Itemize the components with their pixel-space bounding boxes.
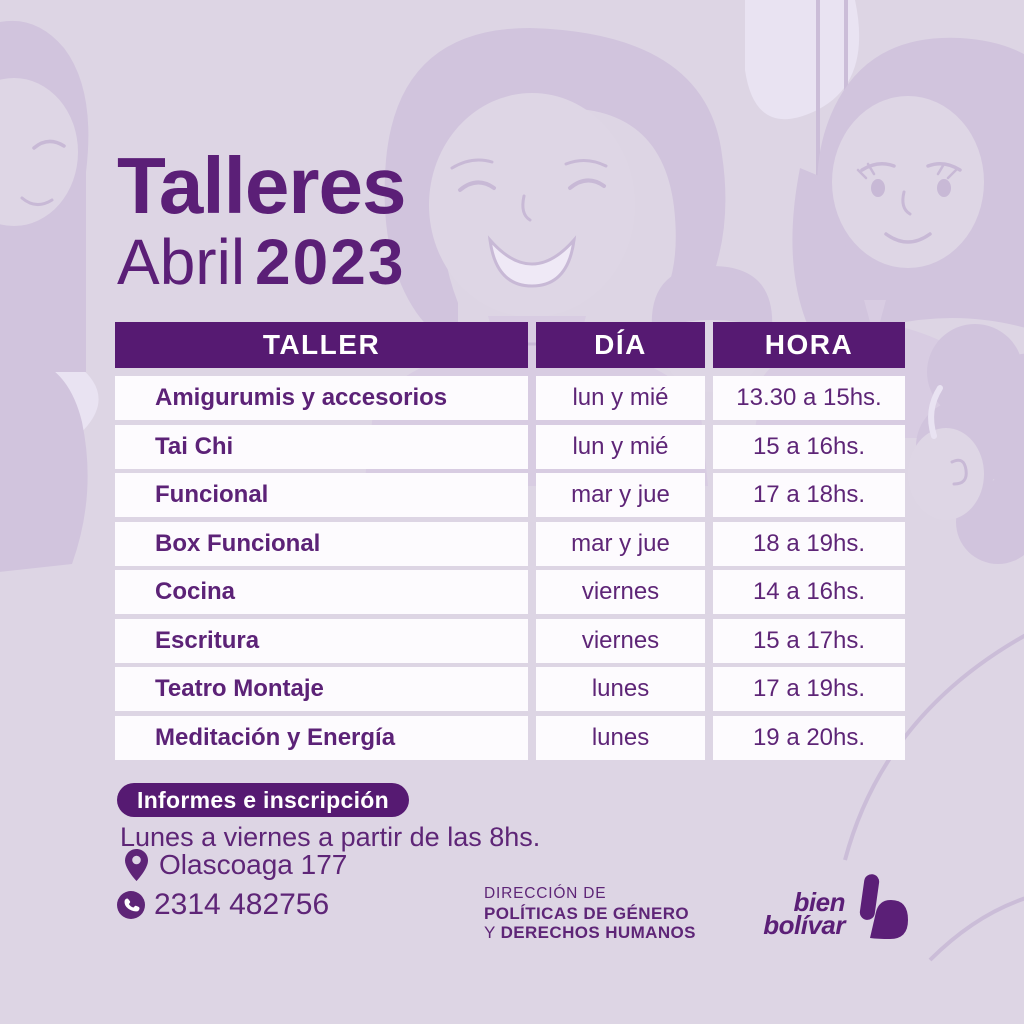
address-row: Olascoaga 177 [125,849,347,881]
cell-dia: viernes [536,618,705,663]
title-line-2: Abril 2023 [117,230,405,294]
title-line-1: Talleres [117,141,406,230]
cell-dia: lun y mié [536,424,705,469]
column-header-dia: DÍA [536,322,705,368]
org-line-3: Y DERECHOS HUMANOS [484,923,696,942]
cell-dia: mar y jue [536,473,705,517]
table-row: Escritura viernes 15 a 17hs. [115,618,905,663]
table-header-row: TALLER DÍA HORA [115,322,905,368]
cell-hora: 18 a 19hs. [713,521,905,566]
cell-taller: Teatro Montaje [115,667,528,711]
column-header-taller: TALLER [115,322,528,368]
cell-dia: viernes [536,570,705,614]
cell-taller: Escritura [115,618,528,663]
cell-dia: lunes [536,667,705,711]
thumb-b-icon [859,874,908,939]
cell-taller: Cocina [115,570,528,614]
logo-word-bien: bien [793,887,846,917]
cell-hora: 15 a 17hs. [713,618,905,663]
table-row: Funcional mar y jue 17 a 18hs. [115,473,905,517]
bien-bolivar-logo: bien bolívar [720,887,846,940]
org-line-2: POLÍTICAS DE GÉNERO [484,903,690,923]
title-month: Abril [117,226,246,298]
page-title: Talleres Abril 2023 [117,141,406,295]
title-year: 2023 [255,226,406,298]
org-line-1: DIRECCIÓN DE [484,885,607,902]
cell-taller: Box Funcional [115,521,528,566]
cell-dia: lun y mié [536,376,705,420]
table-row: Amigurumis y accesorios lun y mié 13.30 … [115,376,905,420]
cell-taller: Meditación y Energía [115,715,528,760]
cell-hora: 15 a 16hs. [713,424,905,469]
whatsapp-icon [117,891,145,919]
table-row: Teatro Montaje lunes 17 a 19hs. [115,667,905,711]
table-row: Box Funcional mar y jue 18 a 19hs. [115,521,905,566]
cell-hora: 14 a 16hs. [713,570,905,614]
cell-hora: 13.30 a 15hs. [713,376,905,420]
column-header-hora: HORA [713,322,905,368]
cell-dia: mar y jue [536,521,705,566]
cell-hora: 19 a 20hs. [713,715,905,760]
hours-note: Lunes a viernes a partir de las 8hs. [120,822,541,852]
cell-hora: 17 a 18hs. [713,473,905,517]
logo-word-bolivar: bolívar [763,910,845,940]
location-pin-icon [125,849,148,881]
workshops-table: TALLER DÍA HORA Amigurumis y accesorios … [115,322,905,764]
table-row: Cocina viernes 14 a 16hs. [115,570,905,614]
org-name: DIRECCIÓN DE POLÍTICAS DE GÉNERO Y DEREC… [484,884,696,943]
info-badge: Informes e inscripción [117,783,409,817]
cell-taller: Funcional [115,473,528,517]
cell-taller: Tai Chi [115,424,528,469]
phone-text: 2314 482756 [154,888,330,921]
table-row: Tai Chi lun y mié 15 a 16hs. [115,424,905,469]
phone-row: 2314 482756 [117,888,329,922]
cell-dia: lunes [536,715,705,760]
address-text: Olascoaga 177 [159,849,348,880]
table-row: Meditación y Energía lunes 19 a 20hs. [115,715,905,760]
cell-taller: Amigurumis y accesorios [115,376,528,420]
cell-hora: 17 a 19hs. [713,667,905,711]
